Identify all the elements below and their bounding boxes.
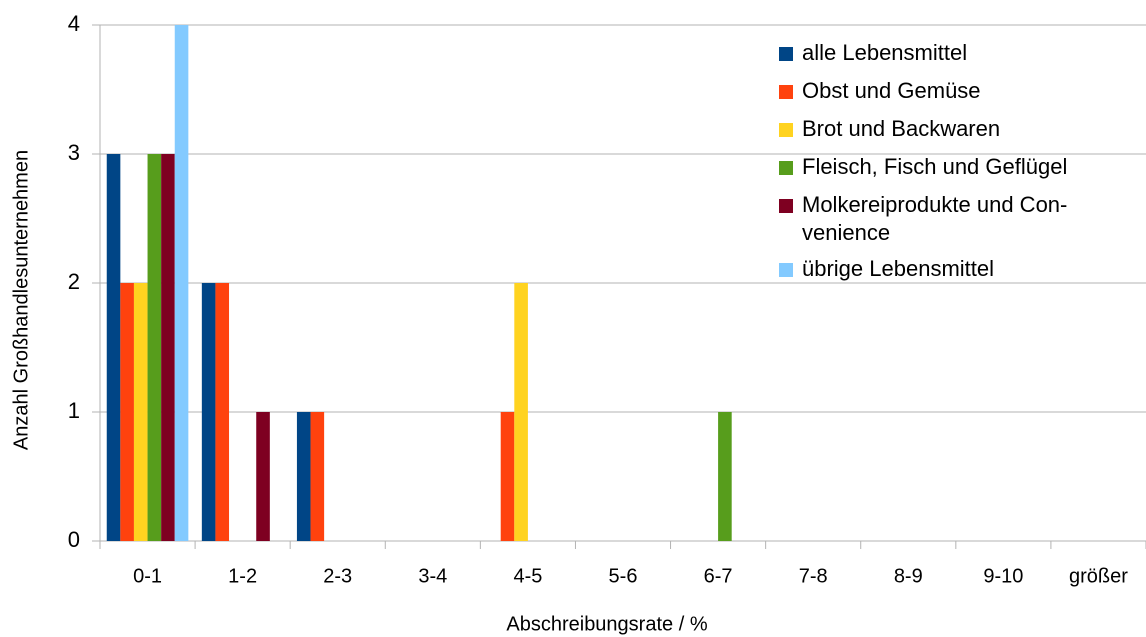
legend-swatch (779, 161, 793, 175)
bar (161, 154, 175, 541)
x-tick-label: größer (1069, 565, 1128, 587)
x-tick-label: 3-4 (418, 565, 447, 587)
bar (215, 283, 230, 541)
bar (256, 412, 270, 541)
x-tick-label: 5-6 (609, 565, 638, 587)
legend-label: übrige Lebensmittel (802, 256, 994, 281)
x-tick-label: 9-10 (983, 565, 1023, 587)
x-tick-label: 1-2 (228, 565, 257, 587)
y-tick-label: 4 (68, 11, 80, 36)
x-tick-label: 4-5 (513, 565, 542, 587)
x-axis-title: Abschreibungsrate / % (506, 613, 707, 635)
bar (147, 154, 162, 541)
legend-label: Brot und Backwaren (802, 116, 1000, 141)
bar (718, 412, 732, 541)
legend-swatch (779, 199, 793, 213)
y-tick-label: 3 (68, 140, 80, 165)
bar (201, 283, 216, 541)
x-tick-label: 7-8 (799, 565, 828, 587)
y-tick-label: 0 (68, 527, 80, 552)
legend-swatch (779, 47, 793, 61)
legend-label: alle Lebensmittel (802, 40, 967, 65)
x-tick-label: 6-7 (704, 565, 733, 587)
legend-label: Molkereiprodukte und Con-venience (802, 192, 1067, 245)
legend-swatch (779, 263, 793, 277)
legend-label: Obst und Gemüse (802, 78, 981, 103)
bar (174, 25, 189, 541)
y-tick-label: 1 (68, 398, 80, 423)
bar (106, 154, 121, 541)
bar (296, 412, 311, 541)
bar (310, 412, 325, 541)
bar (120, 283, 134, 541)
legend-swatch (779, 123, 793, 137)
x-tick-label: 0-1 (133, 565, 162, 587)
y-axis-title: Anzahl Großhandlesunternehmen (10, 150, 32, 450)
x-tick-label: 8-9 (894, 565, 923, 587)
legend-swatch (779, 85, 793, 99)
y-tick-label: 2 (68, 269, 80, 294)
legend-label: Fleisch, Fisch und Geflügel (802, 154, 1067, 179)
bar (514, 283, 528, 541)
bar (133, 283, 148, 541)
x-tick-label: 2-3 (323, 565, 352, 587)
bar (500, 412, 515, 541)
